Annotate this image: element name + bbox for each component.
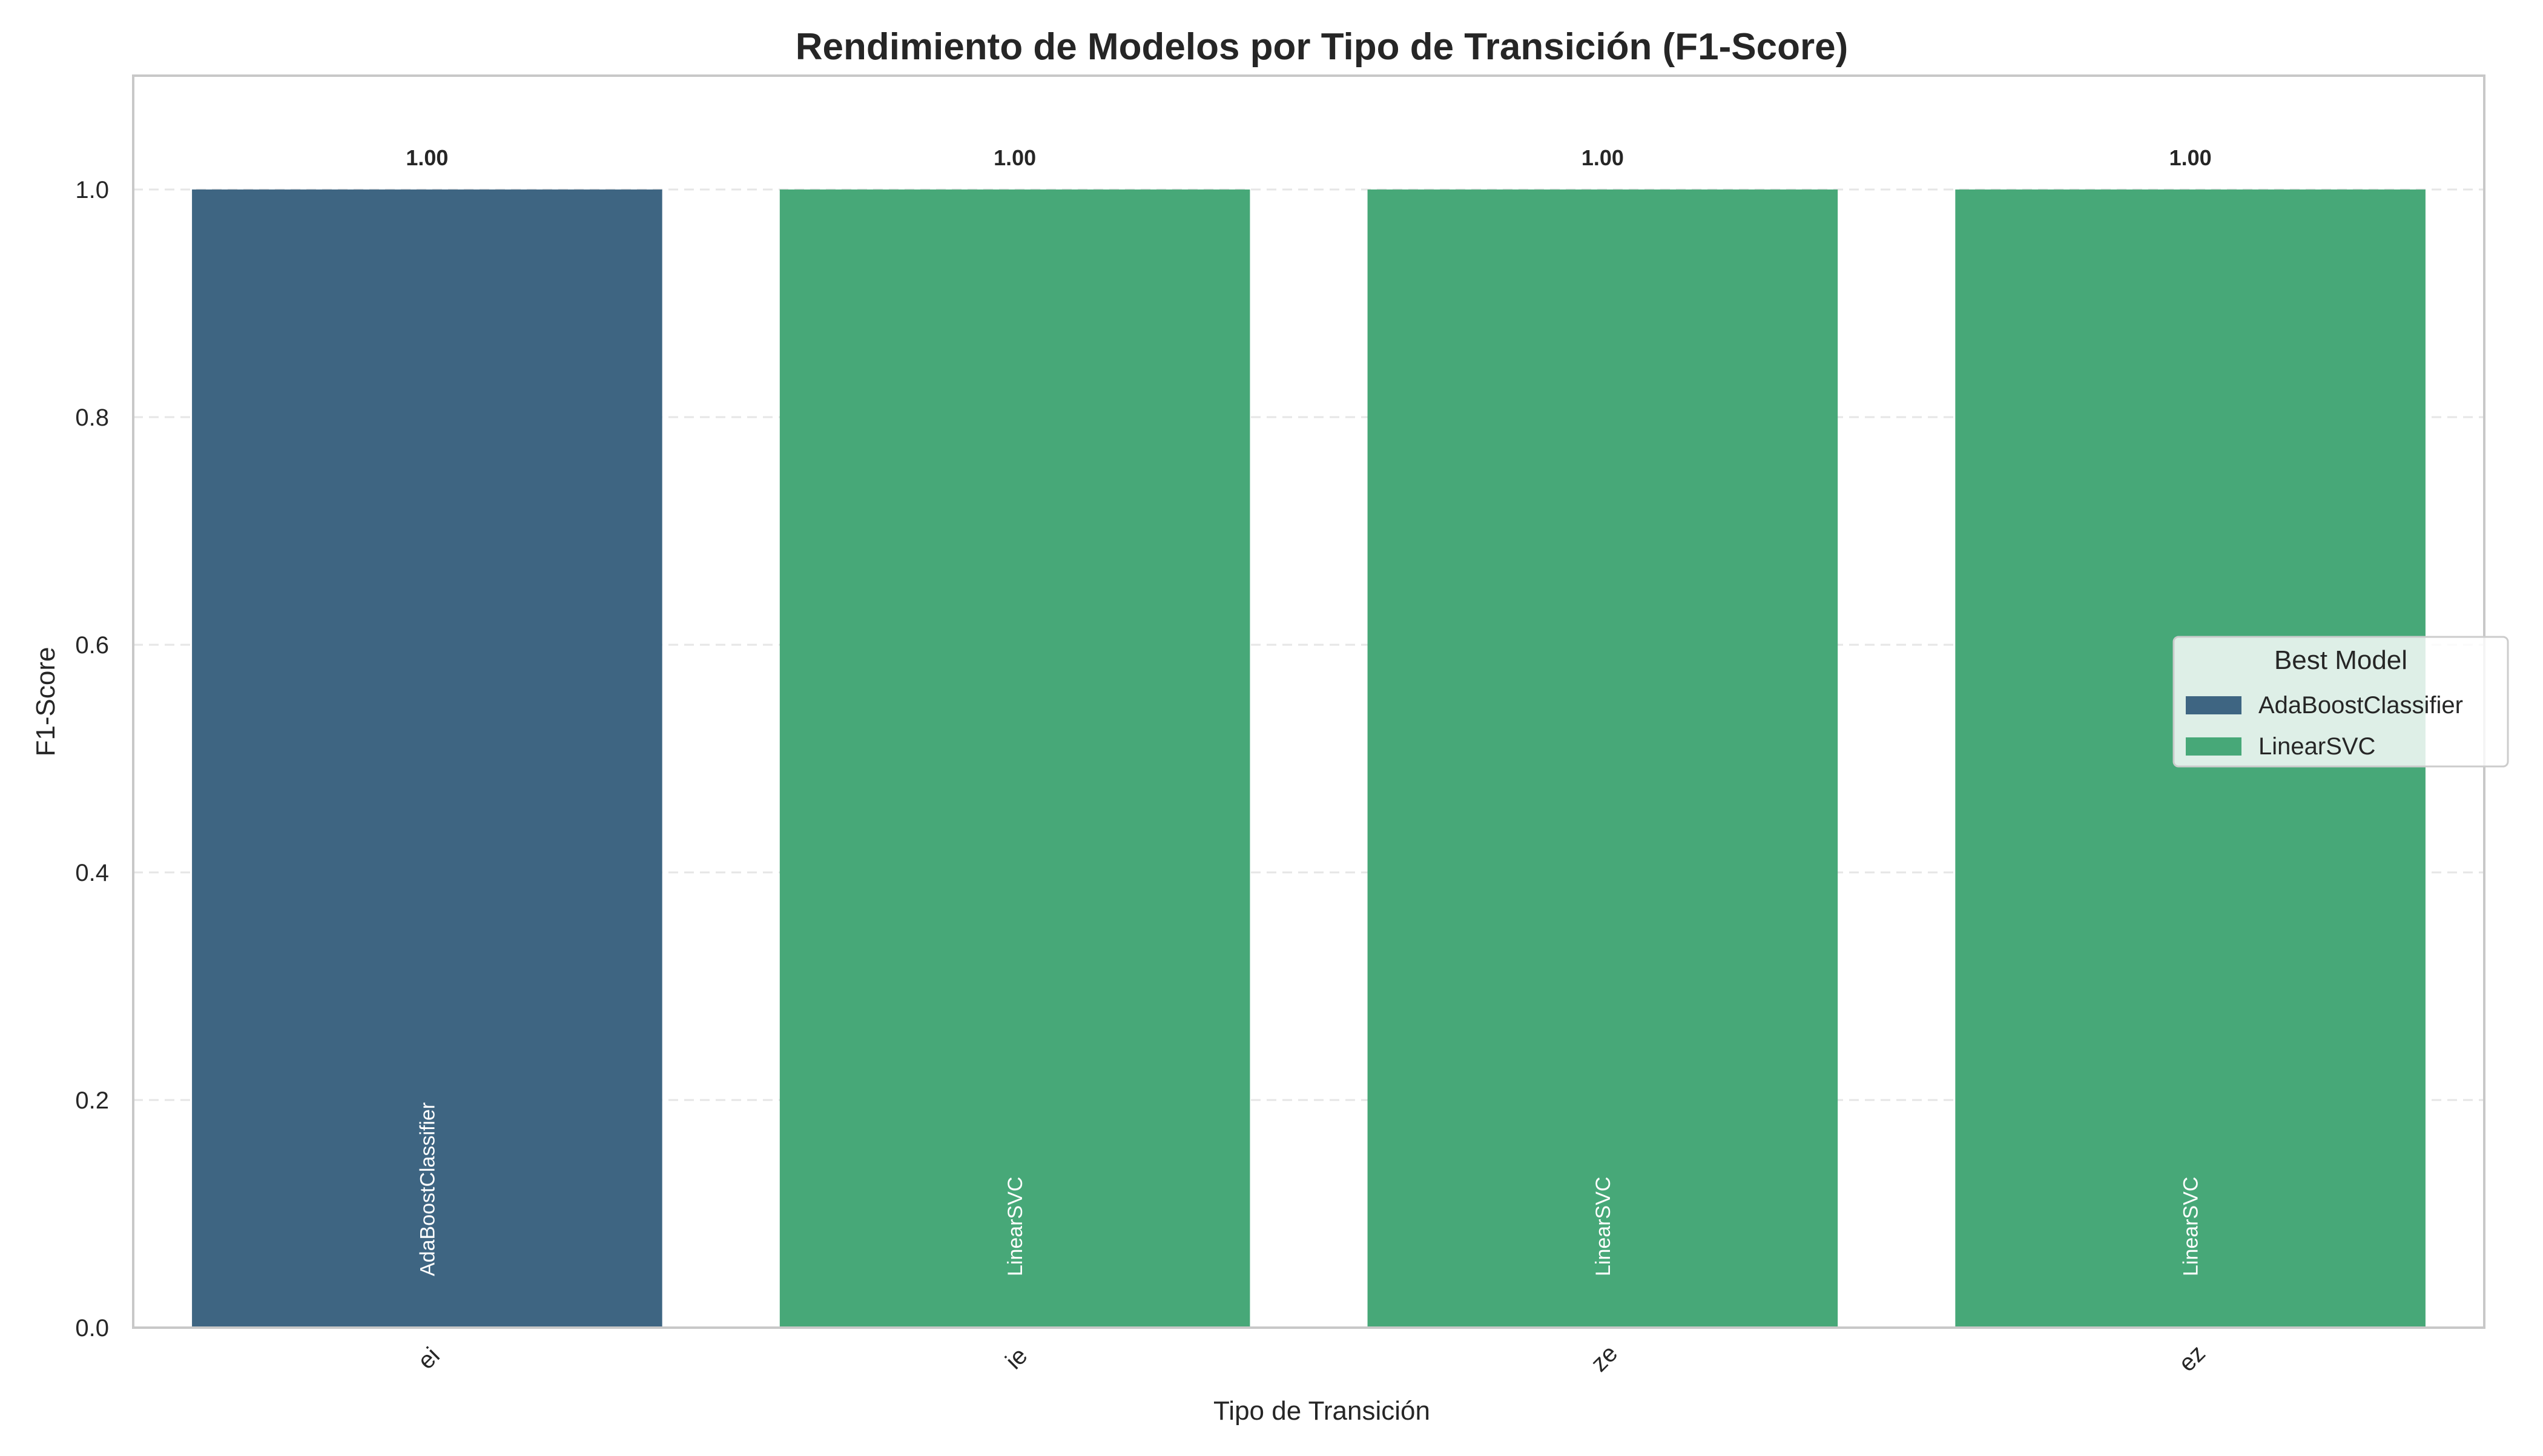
bar-model-label: LinearSVC: [2180, 1177, 2203, 1276]
legend: Best Model AdaBoostClassifier LinearSVC: [2172, 636, 2509, 768]
legend-label: LinearSVC: [2258, 733, 2375, 760]
value-label: 1.00: [1582, 145, 1624, 170]
bar-ze: [1367, 189, 1838, 1328]
y-tick-label: 1.0: [75, 177, 109, 203]
legend-swatch: [2186, 696, 2241, 714]
value-label: 1.00: [406, 145, 448, 170]
y-axis-ticks: 0.0 0.2 0.4 0.6 0.8 1.0: [75, 177, 109, 1342]
bar-model-labels: AdaBoostClassifier LinearSVC LinearSVC Line…: [416, 1102, 2202, 1276]
y-tick-label: 0.4: [75, 860, 109, 886]
legend-label: AdaBoostClassifier: [2258, 692, 2463, 719]
bar-model-label: LinearSVC: [1592, 1177, 1615, 1276]
y-tick-label: 0.8: [75, 404, 109, 431]
bar-model-label: AdaBoostClassifier: [416, 1102, 439, 1276]
y-tick-label: 0.0: [75, 1315, 109, 1342]
legend-title: Best Model: [2274, 645, 2407, 675]
y-tick-label: 0.6: [75, 632, 109, 659]
bar-ei: [192, 189, 662, 1328]
value-label: 1.00: [994, 145, 1036, 170]
legend-swatch: [2186, 737, 2241, 756]
chart-title: Rendimiento de Modelos por Tipo de Trans…: [796, 26, 1848, 68]
value-label: 1.00: [2169, 145, 2212, 170]
y-axis-label: F1-Score: [31, 647, 61, 757]
legend-box: [2172, 636, 2509, 768]
y-tick-label: 0.2: [75, 1087, 109, 1114]
x-axis-label: Tipo de Transición: [1213, 1396, 1430, 1426]
bar-model-label: LinearSVC: [1004, 1177, 1027, 1276]
bar-ie: [779, 189, 1250, 1328]
value-labels: 1.00 1.00 1.00 1.00: [406, 145, 2211, 170]
